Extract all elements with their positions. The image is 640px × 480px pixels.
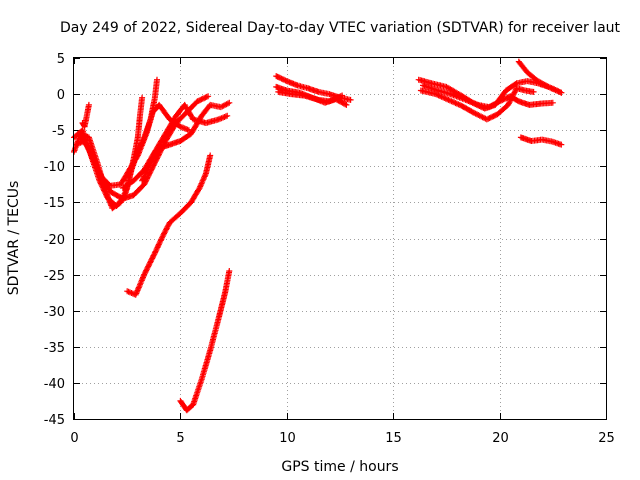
grid-lines [74,58,606,419]
plot-frame [73,57,607,420]
series-arc-17 [517,134,565,148]
x-tick-label: 10 [279,431,296,446]
y-tick-label: -15 [44,196,65,211]
data-point-markers [177,268,233,414]
y-axis-label: SDTVAR / TECUs [6,181,22,296]
data-point-markers [79,101,92,130]
y-tick-label: -40 [44,377,65,392]
x-axis-ticks: 0 5 10 15 20 25 [70,58,615,446]
y-tick-label: 5 [57,52,65,67]
data-marks [71,58,565,414]
data-point-markers [517,134,565,148]
data-point-markers [139,99,233,184]
y-tick-label: -25 [44,269,65,284]
x-tick-label: 15 [385,431,402,446]
data-point-markers [275,88,346,105]
y-tick-label: -20 [44,233,65,248]
series-arc-15 [420,82,556,111]
x-tick-label: 0 [70,431,78,446]
series-arc-16 [515,58,565,96]
x-tick-label: 25 [598,431,615,446]
data-point-markers [420,82,556,111]
data-point-markers [515,58,565,96]
series-arc-7 [79,101,92,130]
x-axis-label: GPS time / hours [281,459,398,475]
series-arc-12 [275,88,346,105]
series-arc-8 [124,152,214,298]
data-point-markers [124,152,214,298]
series-arc-6 [139,99,233,184]
y-tick-label: -5 [52,124,65,139]
y-tick-label: -35 [44,341,65,356]
y-tick-label: 0 [57,88,65,103]
chart-title: Day 249 of 2022, Sidereal Day-to-day VTE… [60,20,621,36]
x-tick-label: 20 [492,431,509,446]
y-tick-label: -30 [44,305,65,320]
series-arc-9 [177,268,233,414]
y-tick-label: -10 [44,160,65,175]
x-tick-label: 5 [176,431,184,446]
y-tick-label: -45 [44,413,65,428]
